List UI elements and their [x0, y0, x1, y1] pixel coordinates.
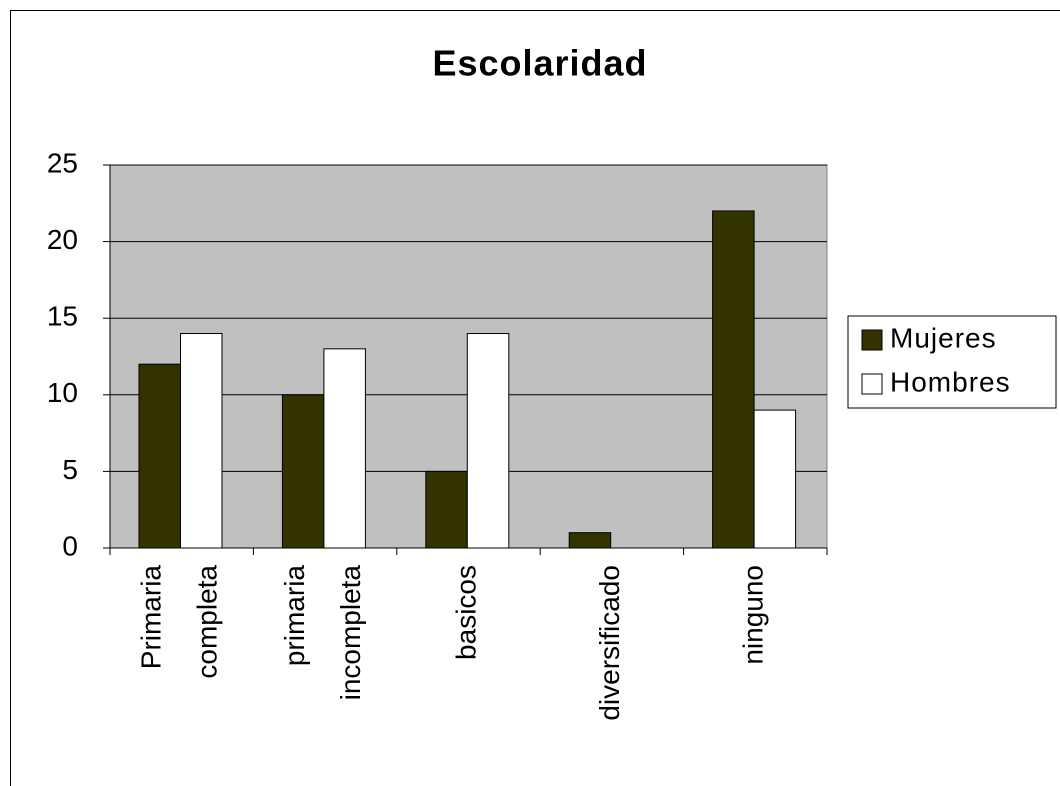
legend-swatch	[861, 329, 883, 351]
x-tick-label-line: incompleta	[335, 565, 366, 701]
x-tick-label-line: completa	[192, 565, 223, 679]
bar	[753, 409, 797, 549]
y-tick-label: 25	[47, 147, 78, 178]
legend-box	[847, 315, 1057, 409]
y-tick-label: 10	[47, 377, 78, 408]
chart-title: Escolaridad	[432, 43, 647, 84]
x-tick-label-line: diversificado	[594, 565, 625, 721]
bar	[712, 210, 755, 549]
bar	[466, 333, 510, 549]
x-tick-label-line: Primaria	[136, 565, 167, 670]
y-tick-label: 20	[47, 224, 78, 255]
y-tick-label: 15	[47, 301, 78, 332]
x-tick-label: diversificado	[594, 565, 625, 721]
bar	[138, 363, 181, 549]
bar	[323, 348, 366, 549]
y-tick-label: 5	[62, 454, 78, 485]
bar	[281, 394, 325, 549]
legend-label: Hombres	[890, 366, 1011, 397]
x-tick-label: basicos	[451, 565, 482, 660]
bar	[180, 333, 223, 549]
x-tick-label: ninguno	[738, 565, 769, 665]
bar	[568, 532, 612, 549]
x-tick-label: Primaria completa	[136, 565, 223, 679]
legend-swatch	[861, 373, 883, 395]
x-tick-label-line: primaria	[279, 565, 310, 667]
legend-label: Mujeres	[890, 322, 997, 353]
bar	[425, 470, 468, 549]
x-tick-label: primaria incompleta	[279, 565, 366, 701]
y-tick-label: 0	[62, 530, 78, 561]
x-tick-label-line: basicos	[451, 565, 482, 660]
x-tick-label-line: ninguno	[738, 565, 769, 665]
